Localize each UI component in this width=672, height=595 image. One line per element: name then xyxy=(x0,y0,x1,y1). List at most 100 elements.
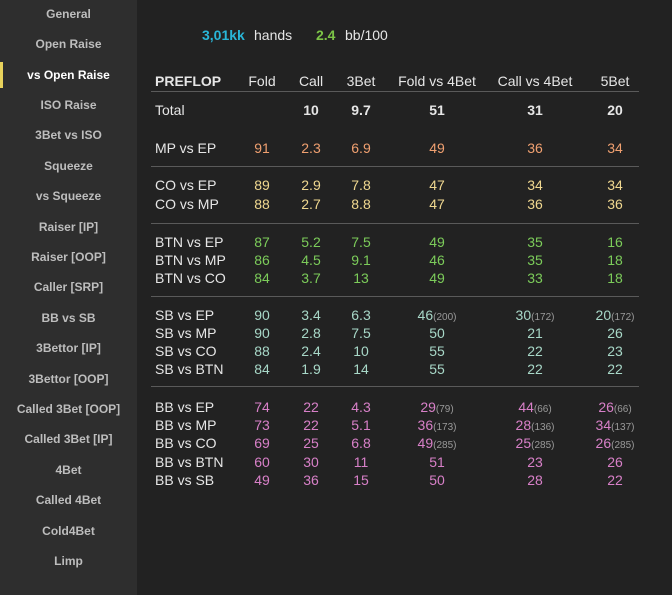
stat-5bet[interactable]: 36 xyxy=(607,196,623,212)
stat-fold[interactable]: 74 xyxy=(254,399,270,415)
stat-call[interactable]: 3.7 xyxy=(301,270,320,286)
stat-call-vs-4bet[interactable]: 36 xyxy=(527,196,543,212)
sidebar-item-bb-vs-sb[interactable]: BB vs SB xyxy=(41,311,96,325)
sidebar-item-raiser-oop[interactable]: Raiser [OOP] xyxy=(31,250,106,264)
stat-call-vs-4bet[interactable]: 31 xyxy=(527,102,543,118)
stat-fold[interactable]: 90 xyxy=(254,325,270,341)
stat-5bet[interactable]: 20 xyxy=(607,102,623,118)
stat-5bet[interactable]: 18 xyxy=(607,252,623,268)
stat-call[interactable]: 25 xyxy=(303,435,319,451)
stat-fold[interactable]: 49 xyxy=(254,472,270,488)
stat-fold-vs-4bet[interactable]: 50 xyxy=(429,325,445,341)
stat-5bet[interactable]: 26(285) xyxy=(596,435,635,451)
stat-call-vs-4bet[interactable]: 23 xyxy=(527,454,543,470)
stat-call[interactable]: 2.8 xyxy=(301,325,320,341)
stat-5bet[interactable]: 34 xyxy=(607,140,623,156)
column-header-3bet[interactable]: 3Bet xyxy=(346,73,376,89)
stat-fold[interactable]: 73 xyxy=(254,417,270,433)
stat-fold[interactable]: 89 xyxy=(254,177,270,193)
stat-fold-vs-4bet[interactable]: 49 xyxy=(429,234,445,250)
stat-call[interactable]: 3.4 xyxy=(301,307,320,323)
stat-3bet[interactable]: 13 xyxy=(353,270,369,286)
stat-fold-vs-4bet[interactable]: 51 xyxy=(429,102,445,118)
sidebar-item-general[interactable]: General xyxy=(46,7,91,21)
stat-fold[interactable]: 90 xyxy=(254,307,270,323)
stat-3bet[interactable]: 7.8 xyxy=(351,177,370,193)
sidebar-item-called-4bet[interactable]: Called 4Bet xyxy=(35,493,102,507)
stat-fold-vs-4bet[interactable]: 49 xyxy=(429,140,445,156)
sidebar-item-3bet-vs-iso[interactable]: 3Bet vs ISO xyxy=(35,128,102,142)
stat-3bet[interactable]: 15 xyxy=(353,472,369,488)
stat-call-vs-4bet[interactable]: 36 xyxy=(527,140,543,156)
stat-5bet[interactable]: 26 xyxy=(607,454,623,470)
stat-3bet[interactable]: 7.5 xyxy=(351,325,370,341)
stat-3bet[interactable]: 6.3 xyxy=(351,307,370,323)
stat-call[interactable]: 4.5 xyxy=(301,252,320,268)
stat-3bet[interactable]: 10 xyxy=(353,343,369,359)
stat-call-vs-4bet[interactable]: 21 xyxy=(527,325,543,341)
stat-3bet[interactable]: 9.1 xyxy=(351,252,370,268)
stat-5bet[interactable]: 20(172) xyxy=(596,307,635,323)
stat-fold-vs-4bet[interactable]: 47 xyxy=(429,177,445,193)
stat-call[interactable]: 10 xyxy=(303,102,319,118)
stat-call[interactable]: 1.9 xyxy=(301,361,320,377)
stat-3bet[interactable]: 6.8 xyxy=(351,435,370,451)
stat-call[interactable]: 2.9 xyxy=(301,177,320,193)
stat-3bet[interactable]: 11 xyxy=(354,454,369,470)
stat-fold[interactable]: 87 xyxy=(254,234,270,250)
stat-3bet[interactable]: 5.1 xyxy=(351,417,370,433)
stat-fold[interactable]: 60 xyxy=(254,454,270,470)
stat-call[interactable]: 36 xyxy=(303,472,319,488)
stat-call[interactable]: 30 xyxy=(303,454,319,470)
sidebar-item-3bettor-ip[interactable]: 3Bettor [IP] xyxy=(36,341,101,355)
stat-5bet[interactable]: 34 xyxy=(607,177,623,193)
stat-3bet[interactable]: 9.7 xyxy=(351,102,370,118)
sidebar-item-3bettor-oop[interactable]: 3Bettor [OOP] xyxy=(28,372,109,386)
stat-call-vs-4bet[interactable]: 22 xyxy=(527,361,543,377)
stat-5bet[interactable]: 16 xyxy=(607,234,623,250)
sidebar-item-iso-raise[interactable]: ISO Raise xyxy=(40,98,97,112)
sidebar-item-cold4bet[interactable]: Cold4Bet xyxy=(42,524,95,538)
stat-5bet[interactable]: 18 xyxy=(607,270,623,286)
stat-3bet[interactable]: 14 xyxy=(353,361,369,377)
stat-5bet[interactable]: 26 xyxy=(607,325,623,341)
stat-call[interactable]: 5.2 xyxy=(301,234,320,250)
stat-3bet[interactable]: 8.8 xyxy=(351,196,370,212)
stat-3bet[interactable]: 6.9 xyxy=(351,140,370,156)
stat-5bet[interactable]: 22 xyxy=(607,361,623,377)
stat-call-vs-4bet[interactable]: 30(172) xyxy=(516,307,555,323)
sidebar-item-squeeze[interactable]: Squeeze xyxy=(44,159,93,173)
stat-fold-vs-4bet[interactable]: 47 xyxy=(429,196,445,212)
stat-fold[interactable]: 91 xyxy=(254,140,270,156)
column-header-call[interactable]: Call xyxy=(298,73,324,89)
stat-call[interactable]: 22 xyxy=(303,399,319,415)
stat-5bet[interactable]: 23 xyxy=(607,343,623,359)
column-header-fold-vs-4bet[interactable]: Fold vs 4Bet xyxy=(398,73,476,89)
stat-3bet[interactable]: 4.3 xyxy=(351,399,370,415)
stat-fold-vs-4bet[interactable]: 36(173) xyxy=(418,417,457,433)
stat-fold-vs-4bet[interactable]: 50 xyxy=(429,472,445,488)
stat-call-vs-4bet[interactable]: 35 xyxy=(527,252,543,268)
sidebar-item-vs-squeeze[interactable]: vs Squeeze xyxy=(35,189,102,203)
stat-fold-vs-4bet[interactable]: 51 xyxy=(429,454,445,470)
sidebar-item-raiser-ip[interactable]: Raiser [IP] xyxy=(38,220,99,234)
stat-call-vs-4bet[interactable]: 33 xyxy=(527,270,543,286)
sidebar-item-caller-srp[interactable]: Caller [SRP] xyxy=(33,280,104,294)
column-header-preflop[interactable]: PREFLOP xyxy=(155,73,222,89)
stat-fold[interactable]: 88 xyxy=(254,343,270,359)
stat-5bet[interactable]: 26(66) xyxy=(598,399,631,415)
stat-fold-vs-4bet[interactable]: 49 xyxy=(429,270,445,286)
stat-call[interactable]: 2.4 xyxy=(301,343,320,359)
stat-5bet[interactable]: 22 xyxy=(607,472,623,488)
stat-call-vs-4bet[interactable]: 44(66) xyxy=(518,399,551,415)
stat-call-vs-4bet[interactable]: 28(136) xyxy=(516,417,555,433)
column-header-5bet[interactable]: 5Bet xyxy=(600,73,630,89)
sidebar-item-called-3bet-ip[interactable]: Called 3Bet [IP] xyxy=(24,432,113,446)
stat-call[interactable]: 2.3 xyxy=(301,140,320,156)
stat-fold-vs-4bet[interactable]: 55 xyxy=(429,361,445,377)
sidebar-item-limp[interactable]: Limp xyxy=(54,554,83,568)
stat-fold[interactable]: 88 xyxy=(254,196,270,212)
column-header-fold[interactable]: Fold xyxy=(248,73,276,89)
stat-3bet[interactable]: 7.5 xyxy=(351,234,370,250)
stat-fold-vs-4bet[interactable]: 46(200) xyxy=(418,307,457,323)
